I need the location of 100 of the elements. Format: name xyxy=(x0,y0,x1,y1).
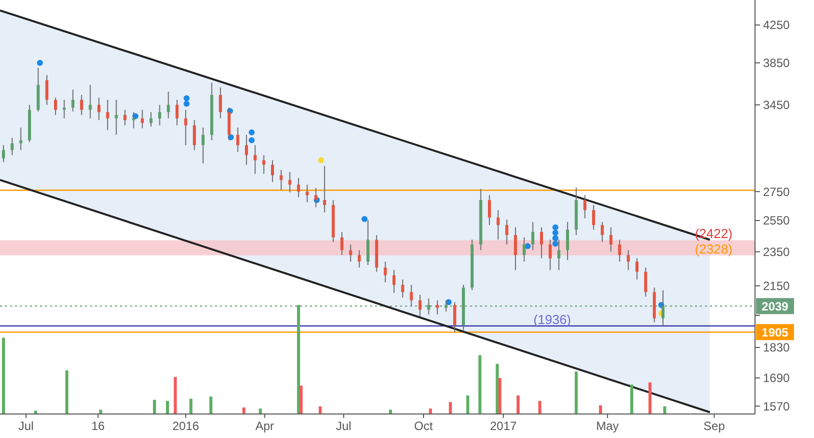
point xyxy=(446,299,452,306)
y-tick-label: 4250 xyxy=(763,18,790,32)
bar xyxy=(466,395,470,414)
x-tick-label: Jul xyxy=(18,419,34,433)
annotation: (2328) xyxy=(694,241,732,256)
bar xyxy=(99,410,102,414)
bar xyxy=(448,402,452,414)
candlestick xyxy=(635,258,638,280)
x-tick-label: 2016 xyxy=(172,419,200,433)
candlestick xyxy=(644,267,648,298)
candlestick xyxy=(114,99,118,136)
candlestick xyxy=(522,236,526,262)
y-tick-label: 1690 xyxy=(763,371,790,386)
y-tick-label: 3450 xyxy=(763,98,790,112)
bar xyxy=(516,395,520,414)
candlestick xyxy=(262,154,266,174)
candlestick xyxy=(218,86,222,119)
candlestick xyxy=(626,250,630,271)
candlestick xyxy=(531,222,534,251)
x-tick-label: 2017 xyxy=(490,419,518,433)
candlestick xyxy=(236,127,240,152)
ref-line-label: 1905 xyxy=(762,325,789,340)
candlestick xyxy=(184,109,188,146)
annotation: (2422) xyxy=(694,226,732,242)
x-tick-label: Jul xyxy=(336,419,352,433)
candlestick xyxy=(97,97,100,121)
bar xyxy=(630,384,634,414)
candlestick xyxy=(62,99,66,119)
candlestick xyxy=(600,222,604,243)
point xyxy=(552,230,558,236)
candlestick xyxy=(176,99,179,126)
candlestick xyxy=(384,261,387,283)
point xyxy=(318,157,324,164)
candlestick xyxy=(566,222,570,260)
candlestick xyxy=(106,99,110,131)
candlestick xyxy=(349,244,352,262)
bar xyxy=(538,400,542,414)
bar xyxy=(574,371,578,414)
candlestick xyxy=(592,204,596,230)
y-tick-label: 1570 xyxy=(763,399,790,414)
candlestick xyxy=(540,226,544,259)
bar xyxy=(189,398,192,414)
candlestick xyxy=(358,250,361,268)
x-tick-label: Oct xyxy=(414,419,434,433)
y-tick-label: 2550 xyxy=(763,214,790,228)
candlestick xyxy=(166,91,170,119)
candlestick xyxy=(2,144,5,163)
candlestick xyxy=(505,219,508,245)
candlestick xyxy=(88,84,92,119)
annotation: (1936) xyxy=(533,312,572,327)
point xyxy=(361,216,368,222)
bar xyxy=(300,386,303,414)
candlestick xyxy=(270,160,274,182)
point xyxy=(248,137,255,144)
candlestick xyxy=(548,239,552,271)
candlestick xyxy=(297,177,300,198)
candlestick xyxy=(583,194,586,219)
candlestick xyxy=(323,166,326,213)
bar xyxy=(648,382,652,414)
candlestick xyxy=(254,144,257,174)
candlestick xyxy=(453,302,456,333)
bar xyxy=(428,408,432,414)
y-tick-label: 2350 xyxy=(763,244,790,259)
candlestick xyxy=(192,120,196,151)
candlestick xyxy=(410,284,413,306)
y-tick-label: 2150 xyxy=(763,279,790,293)
bar xyxy=(297,305,300,414)
candlestick xyxy=(19,127,22,151)
x-tick-label: May xyxy=(596,419,619,433)
x-tick-label: 16 xyxy=(91,419,106,433)
point xyxy=(184,100,190,107)
bar xyxy=(478,355,482,414)
bar xyxy=(34,410,38,414)
ref-line-label: 2039 xyxy=(762,299,789,314)
candlestick xyxy=(71,89,74,112)
bar xyxy=(65,370,68,414)
x-tick-label: Apr xyxy=(255,419,274,433)
bar xyxy=(152,400,156,414)
bar xyxy=(498,378,502,414)
point xyxy=(552,235,558,242)
bar xyxy=(174,376,177,414)
candlestick xyxy=(80,94,84,116)
candlestick xyxy=(436,300,439,315)
bar xyxy=(2,338,5,414)
candlestick xyxy=(618,239,622,262)
bar xyxy=(389,410,392,414)
point xyxy=(552,224,558,230)
candlestick xyxy=(444,300,448,312)
point xyxy=(36,60,43,66)
candlestick xyxy=(662,290,665,326)
candlestick xyxy=(488,194,491,226)
candlestick xyxy=(557,239,560,271)
candlestick xyxy=(401,279,404,298)
candlestick xyxy=(280,169,283,191)
candlestick xyxy=(244,134,248,166)
candlestick xyxy=(496,210,500,240)
bar xyxy=(318,406,322,414)
candlestick xyxy=(10,137,14,156)
bar xyxy=(209,396,212,414)
candlestick xyxy=(609,226,612,252)
